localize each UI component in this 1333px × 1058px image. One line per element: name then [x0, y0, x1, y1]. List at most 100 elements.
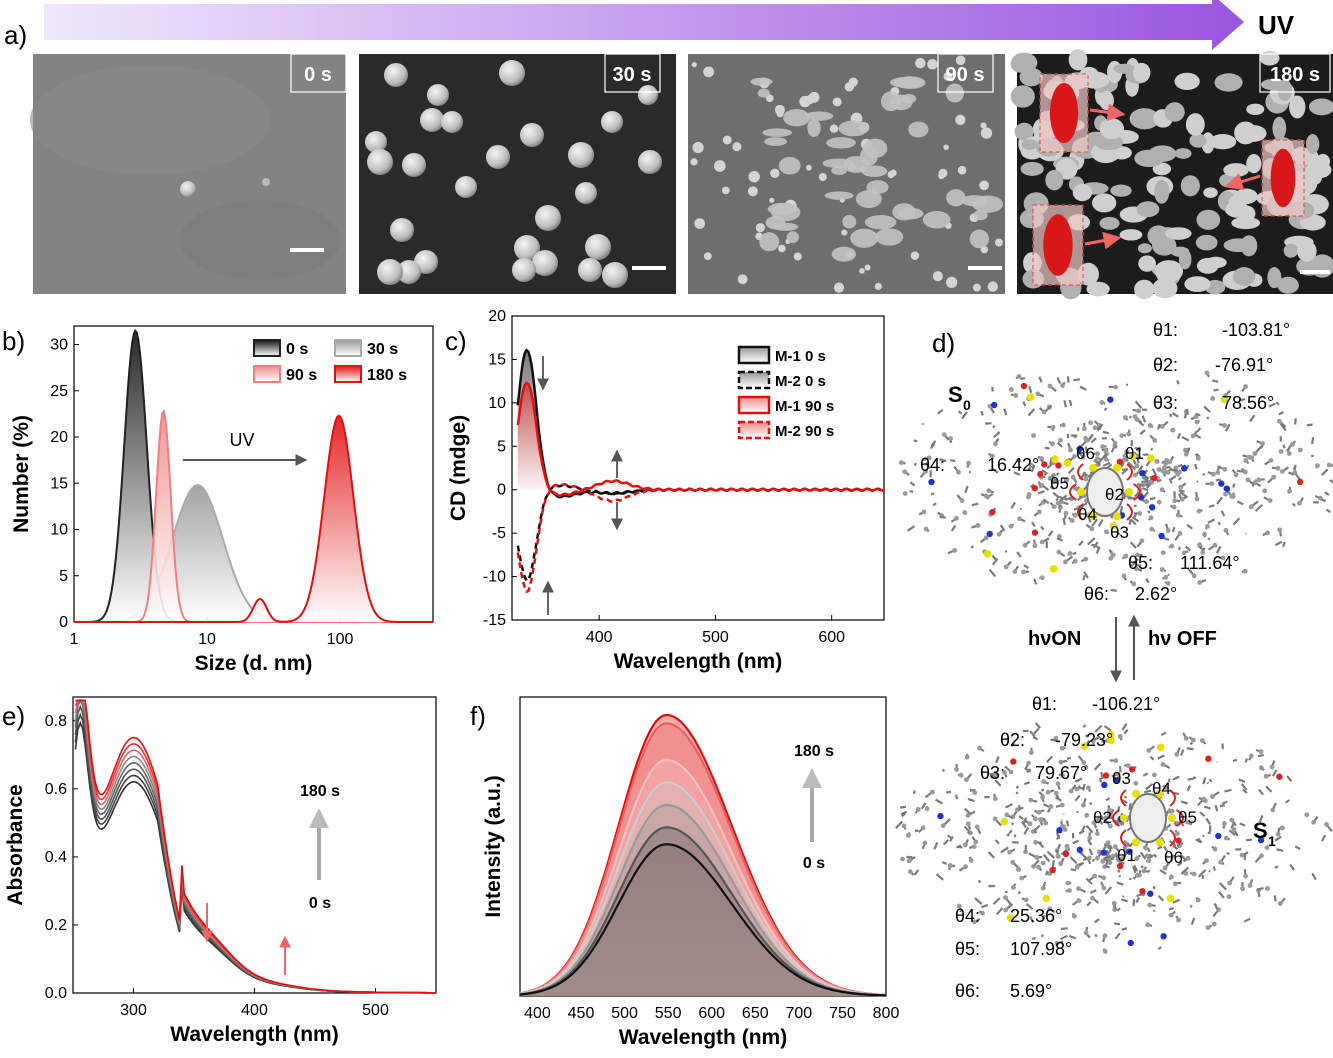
bond [1179, 491, 1188, 498]
sem-aggregate [1021, 139, 1038, 150]
bond [1083, 571, 1089, 579]
atom [1089, 526, 1095, 532]
bond [941, 861, 948, 865]
s1-ring-label: θ5 [1178, 808, 1197, 827]
bond [1132, 899, 1136, 907]
atom [966, 460, 971, 466]
bond [1028, 385, 1033, 394]
bond [1047, 530, 1054, 537]
atom-n [1127, 939, 1134, 947]
sem-particle [532, 250, 558, 276]
bond [1040, 459, 1044, 463]
sem-aggregate [973, 210, 988, 221]
bond [1115, 530, 1121, 536]
atom [971, 844, 977, 849]
bond [1207, 537, 1211, 541]
bond [980, 410, 984, 416]
atom-s [1156, 743, 1165, 752]
atom [962, 510, 968, 515]
sem-aggregate [1209, 134, 1237, 150]
bond [977, 879, 982, 884]
bond [1129, 541, 1137, 549]
sem-aggregate [961, 195, 988, 207]
atom [956, 903, 962, 909]
bond [1149, 475, 1153, 481]
atom [1145, 922, 1150, 928]
atom [1191, 737, 1196, 743]
bond [1114, 922, 1121, 926]
sem-aggregate [1297, 240, 1317, 262]
sem-particle [859, 268, 865, 274]
bond [1056, 441, 1063, 448]
bond [1177, 546, 1181, 551]
atom-o [1296, 478, 1304, 486]
atom [1317, 495, 1323, 501]
sem-particle [601, 111, 623, 133]
atom [1056, 549, 1062, 555]
bond [1168, 475, 1177, 482]
y-tick-label: 0.0 [45, 985, 67, 1002]
bond [1172, 775, 1180, 781]
atom [1243, 384, 1248, 389]
bond [1118, 766, 1122, 773]
bond [914, 829, 919, 833]
x-tick-label: 800 [873, 1005, 900, 1022]
atom [1183, 736, 1189, 741]
bond [1082, 575, 1086, 581]
atom [1029, 750, 1034, 755]
bond [1045, 755, 1054, 763]
atom [1146, 858, 1152, 863]
sem-time-label: 0 s [304, 64, 332, 86]
bond [1230, 821, 1236, 829]
bond [1089, 889, 1097, 894]
atom-s [1220, 395, 1229, 404]
bond [1185, 545, 1192, 552]
bond [1033, 727, 1040, 735]
atom [1227, 880, 1232, 886]
sem-aggregate [805, 111, 834, 121]
sem-particle [703, 252, 712, 261]
sem-particle [575, 182, 597, 204]
atom [1059, 802, 1065, 808]
bond [1219, 882, 1227, 891]
atom [1039, 539, 1045, 545]
bond [1042, 915, 1046, 920]
s1-angle-name: θ3: [980, 763, 1005, 783]
atom [1243, 873, 1248, 879]
sem-aggregate [1132, 62, 1151, 83]
atom [972, 919, 977, 925]
atom [1211, 921, 1217, 927]
sem-aggregate [1283, 243, 1299, 258]
sem-aggregate [762, 128, 792, 137]
atom [1072, 558, 1078, 564]
atom [1185, 855, 1191, 861]
bond [935, 873, 944, 881]
atom [959, 498, 965, 503]
bond [1075, 486, 1081, 492]
atom [902, 469, 908, 475]
atom [1067, 888, 1072, 893]
atom [1144, 853, 1150, 859]
bond [939, 515, 947, 519]
atom [1163, 575, 1169, 580]
bond [1066, 376, 1070, 383]
atom-o [989, 508, 996, 516]
bond [1105, 797, 1111, 802]
sem-particle [890, 169, 897, 177]
atom [1105, 840, 1111, 846]
atom [1063, 559, 1068, 565]
bond [1117, 869, 1121, 873]
bond [1056, 834, 1061, 841]
atom [1297, 447, 1303, 453]
s1-angle-value: 5.69° [1010, 981, 1052, 1001]
atom [1163, 785, 1168, 790]
sem-aggregate [1086, 281, 1110, 297]
bond [1013, 471, 1021, 476]
atom-o [1010, 758, 1017, 765]
x-tick-label: 300 [120, 1002, 147, 1019]
hv-off-label: hν OFF [1148, 628, 1217, 650]
atom [1218, 859, 1224, 865]
s0-angle-value: -103.81° [1222, 320, 1290, 340]
panel-label-b: b) [2, 326, 25, 356]
atom [954, 515, 959, 521]
